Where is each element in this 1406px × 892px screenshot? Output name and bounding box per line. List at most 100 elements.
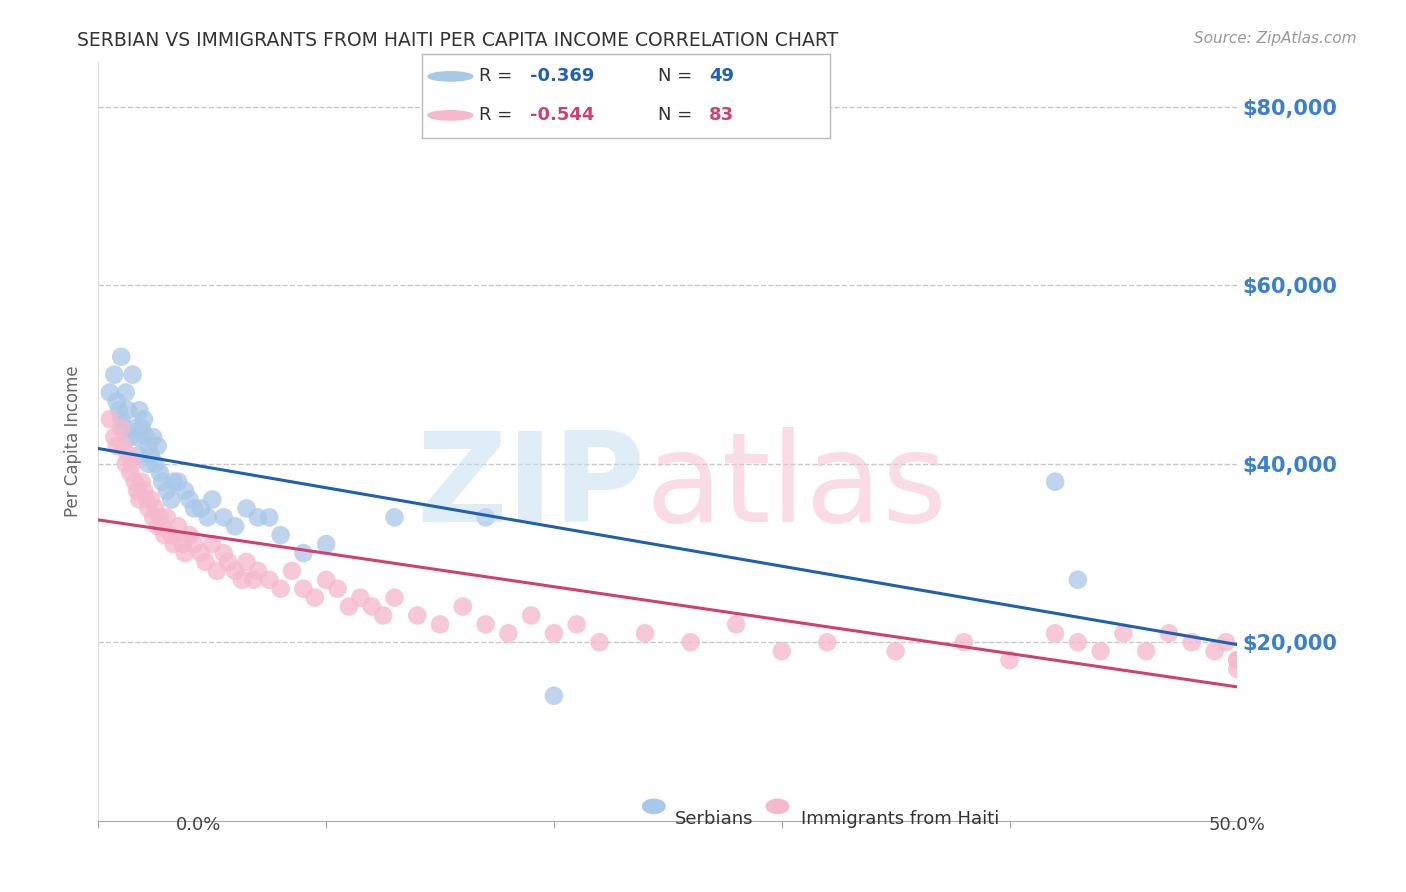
Point <box>770 644 793 658</box>
Point <box>110 350 132 364</box>
Point <box>132 412 155 426</box>
Point <box>190 546 212 560</box>
Point <box>474 510 496 524</box>
Point <box>146 519 169 533</box>
Point <box>1157 626 1180 640</box>
Point <box>105 439 128 453</box>
Point <box>337 599 360 614</box>
Point <box>162 475 184 489</box>
Point <box>183 501 205 516</box>
Point <box>326 582 349 596</box>
Point <box>132 483 155 498</box>
Point <box>145 501 167 516</box>
Point <box>167 519 190 533</box>
Text: SERBIAN VS IMMIGRANTS FROM HAITI PER CAPITA INCOME CORRELATION CHART: SERBIAN VS IMMIGRANTS FROM HAITI PER CAP… <box>77 31 838 50</box>
Point <box>259 573 281 587</box>
Point <box>1090 644 1112 658</box>
Point <box>212 510 235 524</box>
Point <box>135 492 157 507</box>
Point <box>128 448 150 462</box>
Circle shape <box>427 71 472 81</box>
Point <box>498 626 520 640</box>
Point <box>124 475 146 489</box>
Point <box>815 635 838 649</box>
Point <box>117 403 139 417</box>
Point <box>112 421 135 435</box>
Point <box>110 421 132 435</box>
Point <box>998 653 1021 667</box>
Point <box>179 492 201 507</box>
Point <box>128 403 150 417</box>
Point <box>120 466 142 480</box>
Point <box>121 457 143 471</box>
Text: Immigrants from Haiti: Immigrants from Haiti <box>801 810 1000 828</box>
Point <box>884 644 907 658</box>
Point <box>543 689 565 703</box>
Point <box>205 564 228 578</box>
Point <box>679 635 702 649</box>
Text: R =: R = <box>479 106 517 124</box>
Point <box>110 412 132 426</box>
Point <box>451 599 474 614</box>
Point <box>138 439 160 453</box>
Point <box>156 510 179 524</box>
Point <box>114 385 136 400</box>
Point <box>292 582 315 596</box>
Point <box>634 626 657 640</box>
Point <box>127 430 149 444</box>
Point <box>138 501 160 516</box>
Circle shape <box>427 111 472 120</box>
Point <box>1067 573 1090 587</box>
Point <box>224 519 246 533</box>
Point <box>246 564 269 578</box>
Point <box>371 608 394 623</box>
Point <box>124 421 146 435</box>
Point <box>201 492 224 507</box>
Point <box>304 591 326 605</box>
Point <box>160 492 183 507</box>
Point <box>120 430 142 444</box>
Point <box>235 555 257 569</box>
Point <box>270 582 292 596</box>
Point <box>145 457 167 471</box>
Point <box>174 546 197 560</box>
Text: 0.0%: 0.0% <box>176 816 221 834</box>
Point <box>98 412 121 426</box>
Point <box>292 546 315 560</box>
Point <box>212 546 235 560</box>
Point <box>139 492 162 507</box>
Point <box>112 439 135 453</box>
Point <box>1067 635 1090 649</box>
Point <box>1112 626 1135 640</box>
Point <box>1043 626 1066 640</box>
Point <box>103 430 125 444</box>
Point <box>1226 653 1249 667</box>
Point <box>150 519 173 533</box>
Point <box>131 475 153 489</box>
Point <box>349 591 371 605</box>
Point <box>190 501 212 516</box>
Point <box>142 510 165 524</box>
Point <box>146 439 169 453</box>
Text: N =: N = <box>658 68 699 86</box>
Point <box>183 537 205 551</box>
Point <box>281 564 304 578</box>
Point <box>103 368 125 382</box>
Point <box>174 483 197 498</box>
Point <box>1204 644 1226 658</box>
Point <box>315 537 337 551</box>
Text: R =: R = <box>479 68 517 86</box>
Text: 50.0%: 50.0% <box>1209 816 1265 834</box>
Point <box>138 457 160 471</box>
Point <box>406 608 429 623</box>
Point <box>139 448 162 462</box>
Point <box>1226 653 1249 667</box>
Point <box>142 430 165 444</box>
Point <box>105 394 128 409</box>
Text: 49: 49 <box>709 68 734 86</box>
Point <box>135 430 157 444</box>
Text: -0.544: -0.544 <box>530 106 595 124</box>
Point <box>1215 635 1237 649</box>
Point <box>98 385 121 400</box>
Point <box>315 573 337 587</box>
